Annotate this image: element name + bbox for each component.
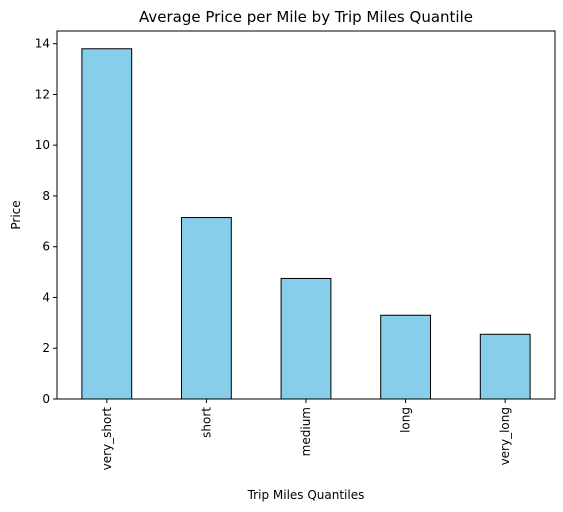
y-tick-label: 2 [42, 341, 50, 355]
x-axis: very_short short medium long very_long [100, 399, 512, 470]
bar-very_long [479, 333, 531, 400]
x-axis-label: Trip Miles Quantiles [247, 488, 365, 502]
bar-medium [280, 277, 332, 400]
y-tick-label: 8 [42, 189, 50, 203]
y-tick-label: 6 [42, 240, 50, 254]
y-tick-label: 12 [35, 87, 50, 101]
y-tick-label: 0 [42, 392, 50, 406]
bar-very_short [81, 48, 133, 400]
plot-frame [56, 30, 556, 400]
bars-group [81, 48, 531, 400]
x-tick-label: very_short [100, 407, 114, 471]
bar-long [380, 314, 432, 400]
y-tick-label: 14 [35, 37, 50, 51]
y-axis-label: Price [9, 200, 23, 229]
x-tick-label: short [199, 407, 213, 438]
x-tick-label: long [399, 407, 413, 433]
y-tick-label: 10 [35, 138, 50, 152]
x-tick-label: very_long [498, 407, 512, 465]
y-axis: 0 2 4 6 8 10 12 14 [35, 37, 57, 406]
chart-title: Average Price per Mile by Trip Miles Qua… [139, 8, 473, 26]
y-tick-label: 4 [42, 290, 50, 304]
bar-short [181, 217, 232, 400]
x-tick-label: medium [299, 407, 313, 456]
